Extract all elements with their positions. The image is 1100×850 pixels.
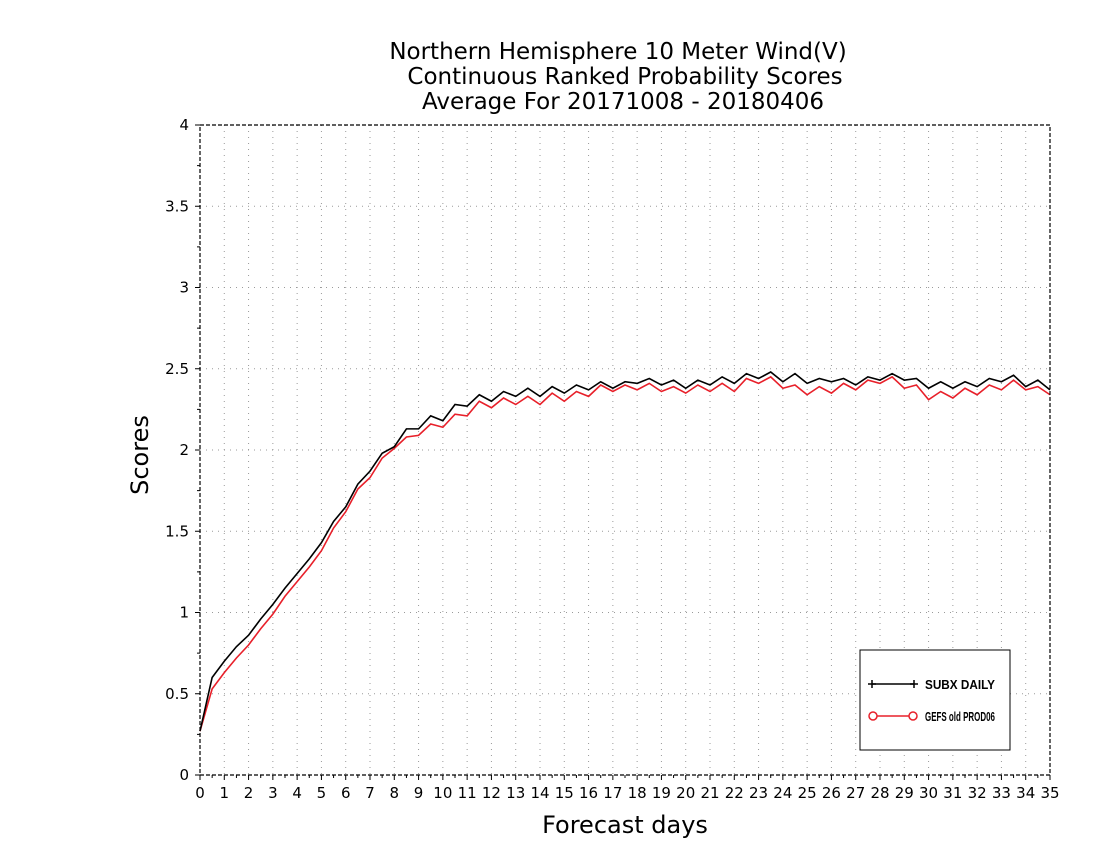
x-axis-label: Forecast days [542, 811, 708, 839]
x-tick-label: 11 [458, 784, 477, 802]
x-tick-label: 10 [433, 784, 452, 802]
x-tick-label: 32 [968, 784, 987, 802]
x-tick-label: 34 [1016, 784, 1035, 802]
x-tick-label: 31 [943, 784, 962, 802]
x-tick-label: 2 [244, 784, 254, 802]
x-tick-label: 16 [579, 784, 598, 802]
x-tick-label: 12 [482, 784, 501, 802]
x-tick-label: 21 [700, 784, 719, 802]
x-tick-label: 33 [992, 784, 1011, 802]
y-tick-label: 4 [179, 116, 189, 134]
x-tick-label: 14 [530, 784, 549, 802]
x-tick-label: 27 [846, 784, 865, 802]
x-axis: 0 1 2 3 4 5 6 7 8 9 10 11 12 13 14 15 16 17 18 19 20 21 22 23 24… [195, 775, 1060, 802]
x-tick-label: 29 [895, 784, 914, 802]
x-tick-label: 25 [798, 784, 817, 802]
y-axis: 0 0.5 1 1.5 2 2.5 3 3.5 4 [165, 116, 200, 784]
x-tick-label: 0 [195, 784, 205, 802]
legend-circle-marker [908, 711, 918, 721]
x-tick-label: 35 [1040, 784, 1059, 802]
x-tick-label: 4 [292, 784, 302, 802]
x-tick-label: 1 [220, 784, 230, 802]
title-line-3: Average For 20171008 - 20180406 [422, 89, 824, 115]
y-axis-label: Scores [126, 415, 154, 495]
y-tick-label: 2 [179, 441, 189, 459]
y-tick-label: 3.5 [165, 197, 189, 215]
y-tick-label: 0 [179, 766, 189, 784]
y-tick-label: 2.5 [165, 360, 189, 378]
series-layer [199, 371, 1051, 732]
x-tick-label: 6 [341, 784, 351, 802]
x-tick-label: 20 [676, 784, 695, 802]
x-tick-label: 23 [749, 784, 768, 802]
x-tick-label: 9 [414, 784, 424, 802]
y-tick-label: 0.5 [165, 685, 189, 703]
chart-title: Northern Hemisphere 10 Meter Wind(V) Con… [389, 39, 846, 115]
x-tick-label: 18 [628, 784, 647, 802]
x-tick-label: 13 [506, 784, 525, 802]
legend-circle-marker [868, 711, 878, 721]
x-tick-label: 7 [365, 784, 375, 802]
y-tick-label: 1 [179, 604, 189, 622]
x-tick-label: 26 [822, 784, 841, 802]
title-line-1: Northern Hemisphere 10 Meter Wind(V) [389, 39, 846, 65]
legend: SUBX DAILY GEFS old PROD06 [859, 649, 1011, 751]
x-tick-label: 30 [919, 784, 938, 802]
y-tick-label: 1.5 [165, 522, 189, 540]
x-tick-label: 17 [603, 784, 622, 802]
x-tick-label: 5 [317, 784, 327, 802]
legend-label: SUBX DAILY [925, 677, 995, 692]
title-line-2: Continuous Ranked Probability Scores [407, 64, 842, 90]
x-tick-label: 8 [390, 784, 400, 802]
legend-box [859, 649, 1011, 751]
x-tick-label: 15 [555, 784, 574, 802]
x-tick-label: 22 [725, 784, 744, 802]
x-tick-label: 19 [652, 784, 671, 802]
x-tick-label: 24 [773, 784, 792, 802]
legend-label: GEFS old PROD06 [925, 709, 995, 724]
y-tick-label: 3 [179, 279, 189, 297]
x-tick-label: 28 [870, 784, 889, 802]
x-tick-label: 3 [268, 784, 278, 802]
